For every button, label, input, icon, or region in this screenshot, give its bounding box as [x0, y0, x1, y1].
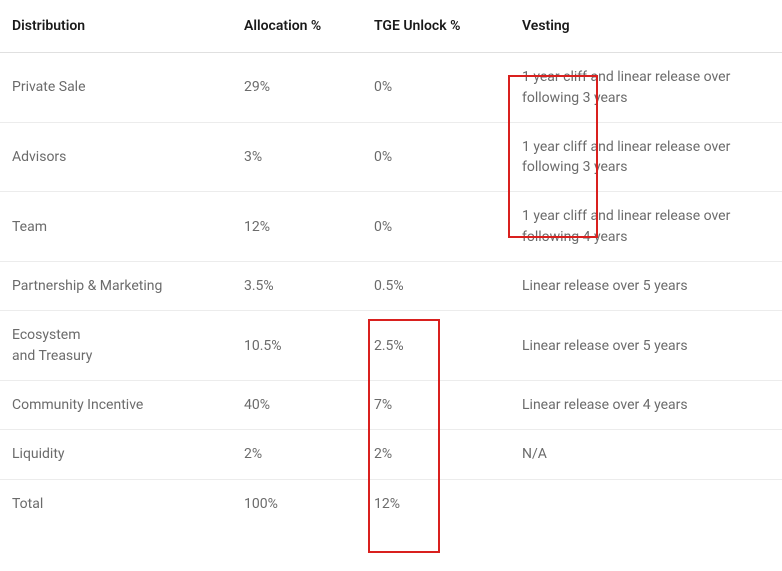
- table-cell: 0.5%: [362, 262, 510, 311]
- table-cell: Linear release over 4 years: [510, 380, 782, 429]
- table-cell: 3.5%: [232, 262, 362, 311]
- table-row: Advisors3%0%1 year cliff and linear rele…: [0, 122, 782, 192]
- table-cell: Advisors: [0, 122, 232, 192]
- table-cell: Linear release over 5 years: [510, 311, 782, 381]
- table-cell: 1 year cliff and linear release over fol…: [510, 192, 782, 262]
- table-cell: Total: [0, 479, 232, 528]
- table-body: Private Sale29%0%1 year cliff and linear…: [0, 53, 782, 528]
- table-cell: 0%: [362, 192, 510, 262]
- table-cell: 2.5%: [362, 311, 510, 381]
- table-cell: Liquidity: [0, 430, 232, 479]
- table-cell: 40%: [232, 380, 362, 429]
- table-cell: Private Sale: [0, 53, 232, 123]
- table-cell: Team: [0, 192, 232, 262]
- token-distribution-table: Distribution Allocation % TGE Unlock % V…: [0, 0, 782, 528]
- table-cell: 0%: [362, 122, 510, 192]
- table-row: Liquidity2%2%N/A: [0, 430, 782, 479]
- table-cell: Linear release over 5 years: [510, 262, 782, 311]
- table-cell: N/A: [510, 430, 782, 479]
- table-cell: 1 year cliff and linear release over fol…: [510, 53, 782, 123]
- table-cell: 10.5%: [232, 311, 362, 381]
- table-cell: 29%: [232, 53, 362, 123]
- table-cell: 12%: [232, 192, 362, 262]
- table-row: Community Incentive40%7%Linear release o…: [0, 380, 782, 429]
- table-row: Ecosystemand Treasury10.5%2.5%Linear rel…: [0, 311, 782, 381]
- col-header-vesting: Vesting: [510, 0, 782, 53]
- table-row: Team12%0%1 year cliff and linear release…: [0, 192, 782, 262]
- table-cell: 1 year cliff and linear release over fol…: [510, 122, 782, 192]
- table-cell: Partnership & Marketing: [0, 262, 232, 311]
- table-cell: 2%: [232, 430, 362, 479]
- table-cell: Community Incentive: [0, 380, 232, 429]
- table-cell: 2%: [362, 430, 510, 479]
- table-cell: Ecosystemand Treasury: [0, 311, 232, 381]
- table-cell: 100%: [232, 479, 362, 528]
- table-row: Total100%12%: [0, 479, 782, 528]
- table-cell: 7%: [362, 380, 510, 429]
- table-cell: 3%: [232, 122, 362, 192]
- table-cell: [510, 479, 782, 528]
- col-header-allocation: Allocation %: [232, 0, 362, 53]
- col-header-distribution: Distribution: [0, 0, 232, 53]
- col-header-tge-unlock: TGE Unlock %: [362, 0, 510, 53]
- table-cell: 0%: [362, 53, 510, 123]
- table-cell: 12%: [362, 479, 510, 528]
- table-row: Partnership & Marketing3.5%0.5%Linear re…: [0, 262, 782, 311]
- table-header-row: Distribution Allocation % TGE Unlock % V…: [0, 0, 782, 53]
- table-row: Private Sale29%0%1 year cliff and linear…: [0, 53, 782, 123]
